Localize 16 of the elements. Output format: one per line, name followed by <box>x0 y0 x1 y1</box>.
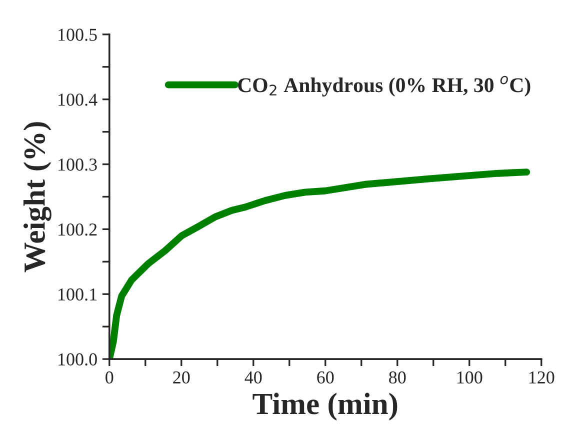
y-tick-label: 100.5 <box>58 28 97 41</box>
y-axis-title: Weight (%) <box>23 122 52 272</box>
x-tick-label: 100 <box>457 371 482 384</box>
y-tick-label: 100.0 <box>58 353 97 366</box>
x-tick-label: 120 <box>529 371 554 384</box>
x-tick-label: 20 <box>173 371 190 384</box>
x-tick-label: 60 <box>317 371 334 384</box>
y-tick-label: 100.2 <box>58 223 97 236</box>
x-tick-label: 0 <box>106 371 114 384</box>
y-tick-label: 100.1 <box>58 288 97 301</box>
y-tick-label: 100.3 <box>58 158 97 171</box>
y-tick-label: 100.4 <box>58 94 98 106</box>
x-tick-label: 80 <box>389 371 406 384</box>
legend-label: CO$_{2}$ Anhydrous (0% RH, 30 $^{o}$C) <box>238 76 530 97</box>
x-axis-title: Time (min) <box>252 392 398 420</box>
x-tick-label: 40 <box>244 371 262 384</box>
